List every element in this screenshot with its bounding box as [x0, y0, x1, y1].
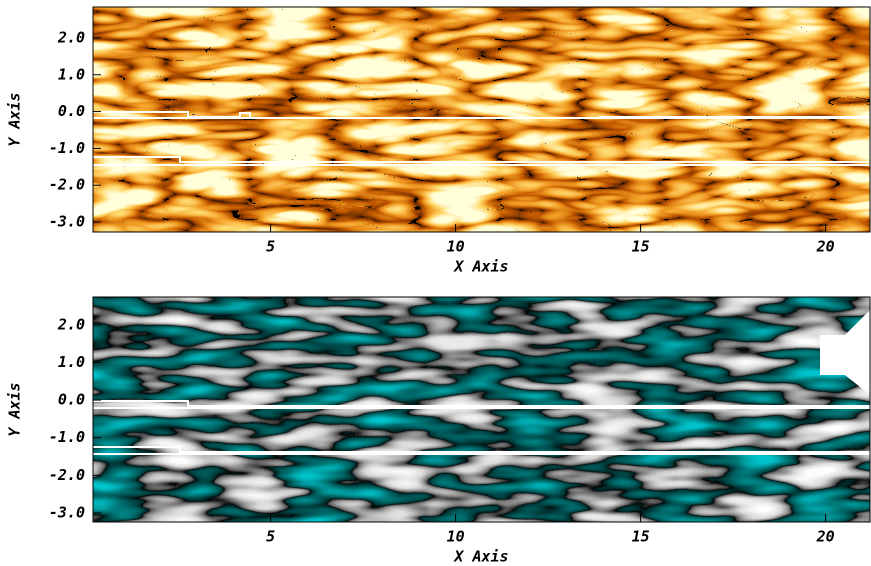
x-tick-label: 10 — [447, 238, 465, 256]
y-tick-label: -3.0 — [49, 503, 85, 521]
y-tick-label: 2.0 — [57, 315, 85, 333]
heatmap — [93, 297, 870, 522]
x-tick-label: 20 — [816, 528, 835, 546]
heatmap — [93, 7, 870, 232]
x-tick-label: 5 — [266, 528, 275, 546]
y-tick-label: -2.0 — [49, 466, 85, 484]
x-tick-label: 15 — [632, 528, 650, 546]
x-tick-label: 15 — [632, 238, 650, 256]
y-tick-label: -1.0 — [49, 139, 85, 157]
x-tick-label: 20 — [816, 238, 835, 256]
x-axis-label: X Axis — [452, 258, 508, 276]
field-top — [93, 7, 870, 232]
x-tick-label: 10 — [447, 528, 465, 546]
y-tick-label: 0.0 — [58, 102, 85, 120]
y-tick-label: -2.0 — [49, 176, 85, 194]
y-tick-label: -1.0 — [49, 428, 85, 446]
y-axis-label: Y Axis — [6, 382, 24, 436]
y-axis-label: Y Axis — [6, 92, 24, 146]
y-tick-label: 0.0 — [58, 391, 85, 409]
y-tick-label: 1.0 — [58, 65, 85, 83]
y-tick-label: -3.0 — [49, 213, 85, 231]
figure: 5 10 15 20 2.0 1.0 0.0 -1.0 -2.0 -3.0 X Axis Y Axis… — [0, 0, 871, 566]
x-tick-label: 5 — [266, 238, 275, 256]
x-axis-label: X Axis — [452, 548, 508, 566]
field-bottom — [93, 297, 870, 522]
y-tick-label: 1.0 — [58, 353, 85, 371]
y-tick-label: 2.0 — [57, 28, 85, 46]
